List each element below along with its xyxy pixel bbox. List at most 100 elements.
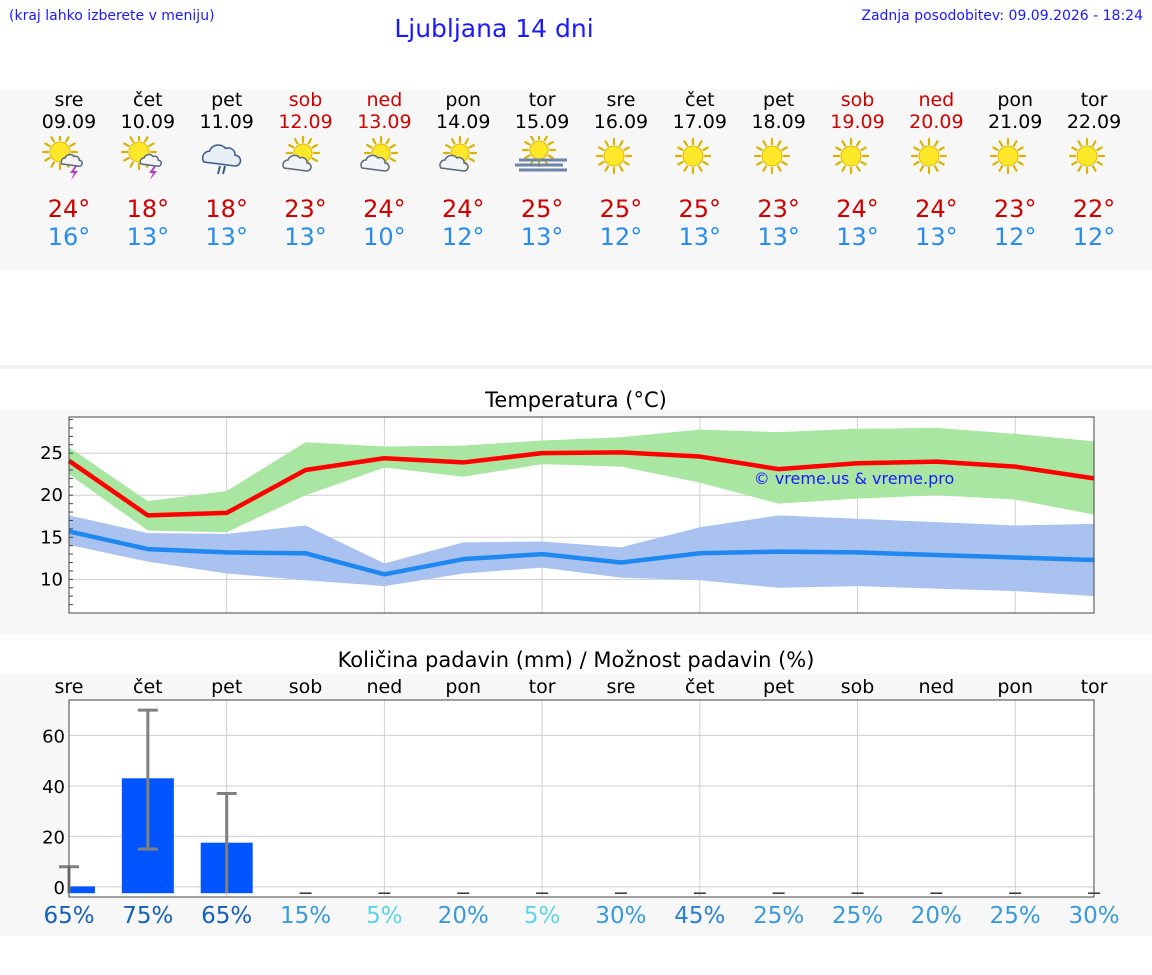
watermark: © vreme.us & vreme.pro (754, 469, 955, 488)
location-hint: (kraj lahko izberete v meniju) (9, 8, 215, 24)
temp-min: 12° (993, 223, 1037, 251)
precip-probability: 30% (1068, 903, 1120, 929)
temp-max: 24° (836, 195, 879, 223)
sun-fog-icon (515, 136, 568, 172)
x-category-label: sob (289, 676, 323, 698)
x-category-label: pon (445, 676, 481, 698)
y-tick-label: 25 (40, 443, 63, 464)
precip-probability: 25% (989, 903, 1041, 929)
day-column: sre 09.09 24° 16° (29, 89, 109, 251)
temp-max: 25° (520, 195, 564, 223)
day-name: sre (54, 89, 84, 111)
sun-cloud-thunder-icon (42, 136, 83, 180)
day-date: 17.09 (672, 111, 727, 133)
day-date: 18.09 (751, 111, 806, 133)
sun-cloud-icon (281, 136, 320, 172)
last-updated: Zadnja posodobitev: 09.09.2026 - 18:24 (861, 8, 1143, 24)
day-name: pet (211, 89, 243, 111)
day-date: 21.09 (987, 111, 1043, 133)
day-column: tor 15.09 25° 13° (502, 89, 582, 251)
precip-probability: 25% (753, 903, 805, 929)
max-temp-band (69, 427, 1095, 533)
x-category-label: ned (918, 676, 954, 698)
temp-max: 25° (599, 195, 643, 223)
day-column: pon 21.09 23° 12° (975, 89, 1055, 251)
day-name: pon (445, 89, 482, 111)
sun-icon (990, 137, 1027, 175)
day-name: pet (763, 89, 795, 111)
x-category-label: pet (211, 676, 242, 698)
day-name: sob (288, 89, 323, 111)
precip-probability: 15% (279, 903, 332, 929)
y-tick-label: 20 (42, 827, 65, 848)
day-name: tor (528, 89, 556, 111)
temp-min: 12° (441, 223, 485, 251)
day-column: sre 16.09 25° 12° (581, 89, 661, 251)
y-tick-label: 0 (54, 878, 65, 899)
x-category-label: sre (55, 676, 84, 698)
temp-min: 13° (520, 223, 564, 251)
forecast-strip (0, 90, 1152, 270)
day-name: pon (997, 89, 1034, 111)
precipitation-chart-title: Količina padavin (mm) / Možnost padavin … (337, 648, 815, 672)
temp-min: 13° (205, 223, 248, 251)
precip-bar (69, 886, 95, 894)
temp-min: 13° (836, 223, 879, 251)
sun-icon (1068, 137, 1106, 175)
temp-min: 12° (1072, 223, 1116, 251)
y-tick-label: 10 (40, 569, 63, 590)
day-date: 11.09 (199, 111, 254, 133)
temp-max: 23° (993, 195, 1037, 223)
day-column: tor 22.09 22° 12° (1054, 89, 1134, 251)
day-name: tor (1080, 89, 1108, 111)
sun-icon (595, 137, 633, 175)
day-date: 19.09 (830, 111, 885, 133)
day-date: 20.09 (909, 111, 964, 133)
temp-max: 22° (1072, 195, 1116, 223)
x-category-label: pet (763, 676, 794, 698)
temperature-chart-title: Temperatura (°C) (485, 388, 667, 412)
precipitation-chart: sre čet pet sob ned pon tor sre čet pet sob ned pon t… (42, 676, 1108, 899)
temp-min: 13° (678, 223, 722, 251)
x-category-label: sob (841, 676, 875, 698)
precip-probability: 75% (122, 903, 174, 929)
precip-probability: 65% (201, 903, 253, 929)
sun-icon (753, 137, 790, 175)
x-category-label: ned (367, 676, 403, 698)
sun-cloud-thunder-icon (120, 136, 162, 180)
day-column: pet 18.09 23° 13° (739, 89, 819, 251)
day-column: sob 12.09 23° 13° (266, 89, 346, 251)
day-column: čet 17.09 25° 13° (660, 89, 740, 251)
precip-probability: 20% (910, 903, 962, 929)
day-name: čet (133, 89, 163, 111)
temp-max: 25° (678, 195, 722, 223)
precip-probability: 20% (437, 903, 489, 929)
day-column: ned 13.09 24° 10° (344, 89, 424, 251)
day-column: ned 20.09 24° 13° (896, 89, 976, 251)
sun-icon (674, 137, 711, 175)
y-tick-label: 20 (40, 485, 63, 506)
temp-min: 13° (757, 223, 800, 251)
x-category-label: tor (529, 676, 556, 698)
temp-min: 16° (47, 223, 91, 251)
temperature-chart: 10 15 20 25 © vreme.us & vreme.pro (40, 416, 1095, 614)
day-name: sre (606, 89, 636, 111)
day-date: 10.09 (120, 111, 176, 133)
sun-icon (911, 137, 948, 175)
temp-max: 18° (126, 195, 170, 223)
temp-min: 13° (915, 223, 958, 251)
precip-probability: 25% (831, 903, 884, 929)
day-date: 12.09 (278, 111, 333, 133)
precip-probability: 5% (523, 903, 561, 929)
sun-cloud-icon (360, 136, 399, 172)
temp-max: 24° (47, 195, 91, 223)
temp-min: 13° (284, 223, 327, 251)
day-date: 15.09 (514, 111, 570, 133)
day-column: čet 10.09 18° 13° (108, 89, 188, 251)
temp-max: 23° (284, 195, 327, 223)
temp-max: 18° (205, 195, 248, 223)
precip-probability: 65% (43, 903, 95, 929)
y-tick-label: 60 (42, 726, 65, 747)
day-column: pon 14.09 24° 12° (423, 89, 503, 251)
temp-min: 10° (363, 223, 406, 251)
